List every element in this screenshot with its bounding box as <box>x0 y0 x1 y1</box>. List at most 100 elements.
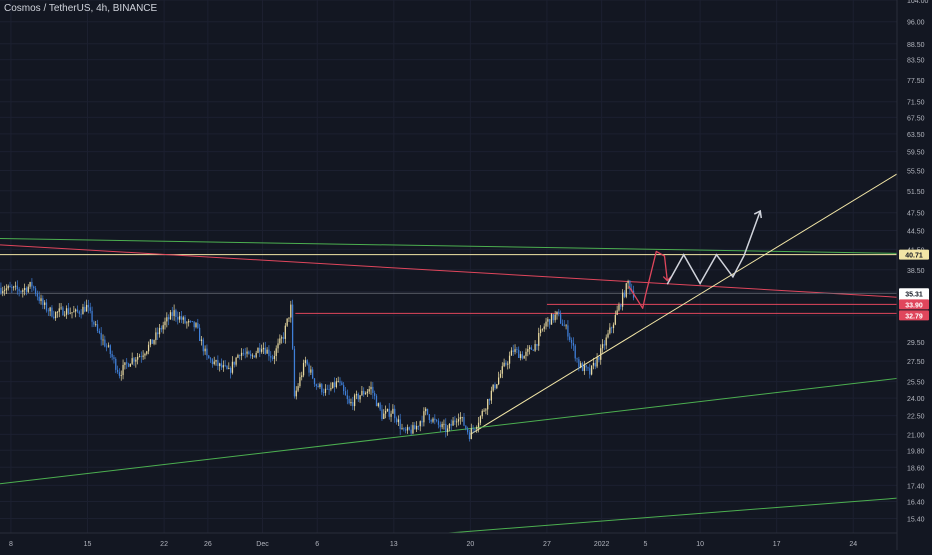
candle-body <box>399 419 401 429</box>
candle-body <box>441 423 443 428</box>
candle-body <box>523 355 525 359</box>
candle-body <box>521 354 523 359</box>
candle-body <box>363 390 365 395</box>
candle-body <box>359 395 361 400</box>
price-label-box <box>899 310 929 321</box>
candle-body <box>56 311 59 313</box>
candle-body <box>432 418 434 422</box>
candle-body <box>627 281 629 284</box>
candle-body <box>53 316 55 319</box>
y-tick-label: 44.50 <box>907 228 925 235</box>
candle-body <box>412 425 414 434</box>
candle-body <box>164 321 166 326</box>
candle-body <box>603 344 606 346</box>
candle-body <box>209 358 212 360</box>
candle-body <box>567 325 569 337</box>
candle-body <box>197 323 199 328</box>
candle-body <box>328 389 330 390</box>
candle-body <box>9 285 11 288</box>
projection-red-path[interactable] <box>628 250 668 309</box>
price-axis[interactable]: 104.00 96.00 88.50 83.50 77.50 71.50 67.50 63.5… <box>896 0 929 550</box>
candle-body <box>34 288 37 294</box>
candle-body <box>104 339 106 347</box>
candle-body <box>122 364 124 376</box>
price-label-text: 40.71 <box>905 253 923 260</box>
candle-body <box>155 332 157 341</box>
candle-body <box>75 309 77 312</box>
candle-body <box>576 358 578 360</box>
candle-body <box>445 423 447 432</box>
candle-body <box>204 348 206 352</box>
green-trendline-line[interactable] <box>448 497 898 534</box>
red-trendline-line[interactable] <box>0 244 898 298</box>
candle-body <box>82 306 84 315</box>
candle-body <box>618 304 620 311</box>
candle-body <box>468 432 471 439</box>
candle-body <box>54 312 57 319</box>
candle-body <box>408 427 410 430</box>
candle-body <box>118 372 121 376</box>
candle-body <box>206 348 208 356</box>
candle-body <box>58 308 60 312</box>
y-tick-label: 55.50 <box>907 168 925 175</box>
candle-body <box>487 399 489 410</box>
green-trendline-line[interactable] <box>0 377 898 485</box>
candle-body <box>291 304 294 349</box>
candle-body <box>592 362 595 366</box>
candle-body <box>472 428 474 430</box>
candle-body <box>113 357 115 359</box>
candle-body <box>281 337 283 339</box>
y-tick-label: 16.40 <box>907 499 925 506</box>
time-axis[interactable]: 8 15 22 26 Dec 6 13 20 27 2022 5 10 17 24 <box>0 532 897 548</box>
candle-body <box>333 382 336 388</box>
candle-body <box>200 339 203 341</box>
candle-body <box>293 348 296 397</box>
candle-body <box>284 325 286 339</box>
green-trendline-line[interactable] <box>0 238 898 254</box>
x-tick-label: 22 <box>160 541 168 548</box>
candle-body <box>496 384 498 389</box>
candle-body <box>85 304 88 312</box>
candle-body <box>80 313 82 315</box>
candle-body <box>443 423 445 425</box>
projection-white-path[interactable] <box>666 210 762 286</box>
candle-body <box>384 410 387 414</box>
candle-body <box>29 282 31 287</box>
candle-body <box>133 358 135 362</box>
candle-body <box>516 349 518 350</box>
candle-body <box>115 358 117 370</box>
y-tick-label: 63.50 <box>907 132 925 139</box>
candle-body <box>419 421 421 427</box>
candle-body <box>14 285 17 287</box>
candle-body <box>366 391 369 394</box>
yellow-trendline-line[interactable] <box>470 173 898 435</box>
candle-body <box>2 291 4 293</box>
candle-body <box>353 395 356 407</box>
candle-body <box>463 417 465 426</box>
candle-body <box>621 292 624 307</box>
x-tick-label: Dec <box>256 541 269 548</box>
candle-body <box>372 386 374 394</box>
candle-body <box>417 425 420 427</box>
candle-body <box>374 393 376 396</box>
candle-body <box>5 288 8 291</box>
candle-body <box>379 403 381 410</box>
candle-body <box>609 327 611 334</box>
candle-body <box>244 353 246 355</box>
candle-body <box>178 316 181 320</box>
x-tick-label: 24 <box>849 541 857 548</box>
candle-body <box>519 354 522 358</box>
y-tick-label: 17.40 <box>907 483 925 490</box>
candle-body <box>259 347 261 352</box>
candle-body <box>95 324 97 326</box>
candle-body <box>386 408 389 411</box>
candle-body <box>246 351 248 354</box>
candle-body <box>33 286 35 289</box>
candle-body <box>93 321 95 325</box>
candle-body <box>395 418 398 423</box>
candle-body <box>195 323 197 328</box>
candle-body <box>569 336 571 340</box>
